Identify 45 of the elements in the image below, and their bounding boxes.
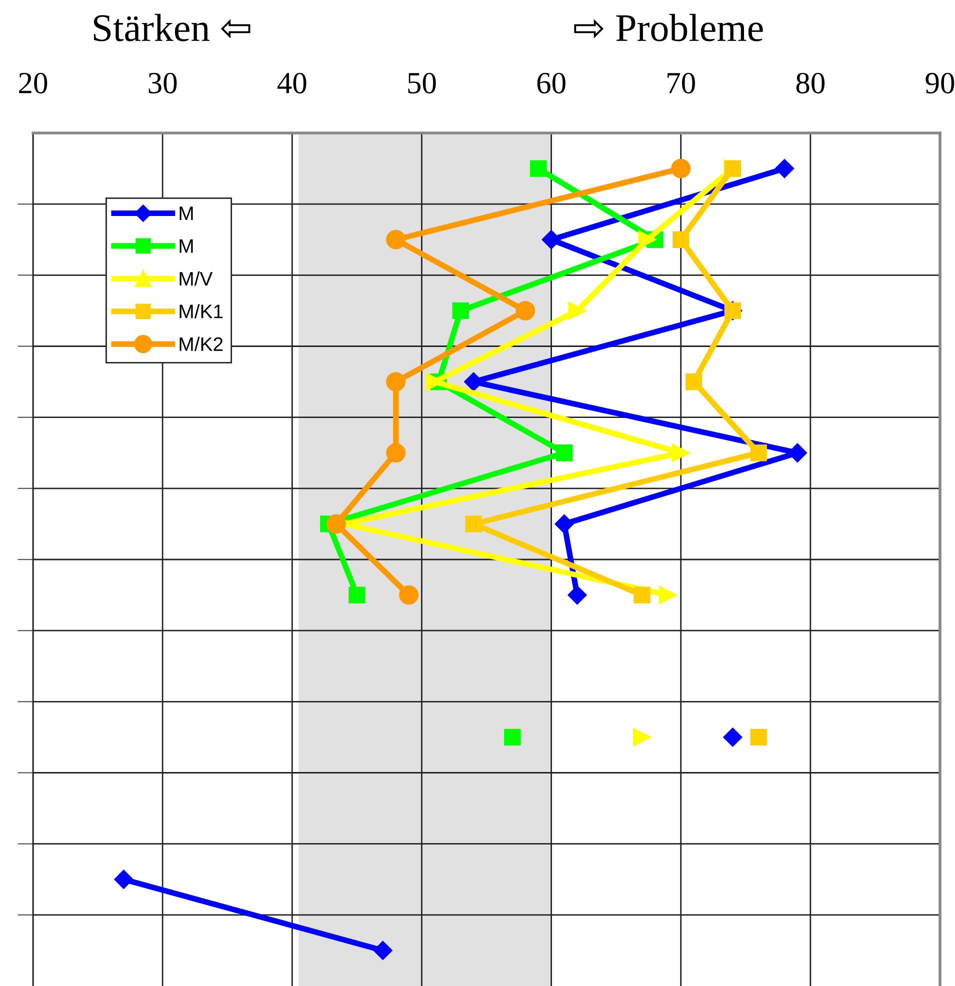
point (685, 373, 702, 390)
x-tick-label: 90 (926, 72, 954, 94)
point (326, 514, 346, 534)
point (516, 300, 536, 320)
x-tick-label: 30 (148, 72, 177, 94)
point (504, 728, 521, 746)
point (672, 231, 690, 248)
text: Stärken ⇦ (94, 14, 250, 42)
point (399, 585, 418, 605)
x-tick-label: 20 (19, 72, 48, 94)
x-tick-label: 50 (408, 72, 436, 94)
point (723, 728, 742, 747)
point (671, 158, 691, 178)
point (672, 444, 690, 462)
text: ⇨ Probleme (574, 14, 763, 42)
legend-label: M/K1 (180, 304, 223, 318)
legend-label: M (180, 206, 193, 220)
x-tick-label: 40 (277, 72, 306, 94)
point (774, 159, 794, 178)
point (568, 586, 587, 605)
point (658, 586, 677, 604)
point (386, 230, 406, 250)
x-tick-label: 80 (796, 72, 825, 94)
legend-label: M/K2 (180, 336, 223, 352)
point (750, 444, 767, 462)
point (348, 586, 366, 604)
point (465, 516, 482, 532)
point (634, 586, 650, 604)
point (114, 870, 134, 889)
point (632, 728, 652, 746)
point (426, 372, 444, 391)
legend-label: M/V (180, 271, 213, 286)
legend-label: M (180, 239, 193, 253)
x-tick-label: 60 (537, 72, 566, 94)
point (452, 302, 469, 320)
x-tick-label: 70 (668, 72, 695, 94)
point (568, 302, 586, 320)
point (530, 160, 547, 177)
point (386, 372, 406, 392)
point (386, 443, 406, 463)
point (373, 940, 392, 960)
point (542, 230, 561, 250)
point (556, 444, 573, 462)
point (750, 728, 767, 746)
point (554, 514, 574, 534)
